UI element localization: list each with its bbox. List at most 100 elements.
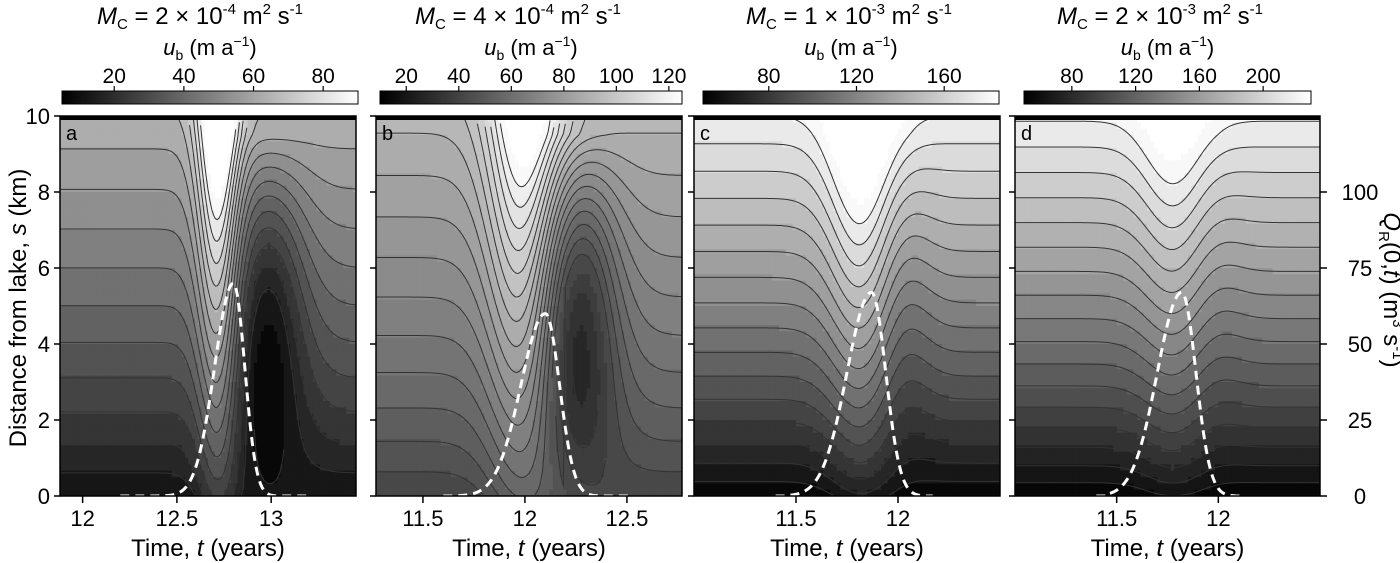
contour-line (476, 121, 574, 274)
panel-label: c (700, 123, 710, 145)
panel-label: a (66, 123, 78, 145)
colorbar-tick-label: 20 (103, 65, 126, 88)
discharge-pulse-line (775, 290, 933, 496)
contour-line (376, 149, 682, 348)
x-tick-label: 12.5 (606, 506, 649, 531)
colorbar-tick-label: 160 (1182, 65, 1217, 88)
contour-line (1015, 264, 1320, 315)
contour-line (484, 123, 566, 252)
colorbar (1023, 90, 1312, 105)
contour-line (376, 161, 682, 373)
contour-line (694, 191, 1000, 288)
colorbar-tick-label: 40 (172, 65, 195, 88)
y-tick-label: 4 (38, 332, 50, 357)
colorbar-tick-label: 60 (242, 65, 265, 88)
y-tick-label: 8 (38, 180, 50, 205)
heatmap-field-a (60, 116, 356, 496)
contour-line (1015, 401, 1320, 434)
contour-line (376, 185, 682, 426)
contour-line (177, 116, 261, 311)
top-strip (694, 116, 1000, 120)
contour-line (60, 152, 356, 359)
colorbar-tick-label: 120 (1118, 65, 1153, 88)
x-tick-label: 11.5 (1096, 506, 1137, 531)
colorbar-tick-label: 80 (1060, 65, 1083, 88)
right-y-tick-label: 50 (1348, 332, 1372, 357)
colorbar-label: ub (m a−1) (484, 33, 577, 63)
panel-title: MC = 4 × 10-4 m2 s-1 (415, 1, 621, 33)
contour-line (1015, 241, 1320, 293)
contour-line (1015, 464, 1320, 484)
contour-line (376, 173, 682, 400)
top-strip (376, 116, 682, 120)
heatmap-field-b (376, 116, 682, 496)
colorbar-tick-label: 120 (839, 65, 874, 88)
contour-line (572, 375, 589, 407)
contour-line (463, 116, 587, 298)
contour-line (60, 429, 356, 496)
top-strip (60, 116, 356, 120)
contour-line (1015, 333, 1320, 376)
contour-line (60, 289, 356, 496)
contour-line (60, 245, 356, 496)
right-y-tick-label: 100 (1342, 180, 1379, 205)
right-y-tick-label: 25 (1348, 408, 1372, 433)
x-tick-label: 12 (886, 506, 910, 531)
colorbar-tick-label: 40 (447, 65, 470, 88)
y-tick-label: 0 (38, 484, 50, 509)
contour-line (694, 280, 1000, 370)
contour-line (566, 409, 599, 449)
panel-title: MC = 1 × 10-3 m2 s-1 (746, 1, 952, 33)
contour-line (694, 380, 1000, 446)
heatmap-field-c (694, 116, 1000, 496)
contour-line (694, 213, 1000, 309)
contour-line (694, 304, 1000, 389)
contour-line (1015, 146, 1320, 207)
contour-line (499, 120, 551, 188)
plot-frame (59, 115, 357, 497)
contour-line (694, 407, 1000, 464)
colorbar-label: ub (m a−1) (804, 33, 897, 63)
contour-line (1015, 171, 1320, 229)
colorbar-tick-label: 200 (1246, 65, 1281, 88)
contour-line (1015, 287, 1320, 335)
contour-line (1015, 195, 1320, 251)
heatmap-field-d (1015, 116, 1320, 496)
panel-label: d (1021, 123, 1032, 145)
discharge-pulse-line (1096, 290, 1245, 496)
contour-line (192, 117, 244, 264)
right-y-axis-label: QR(0,t) (m3 s-1) (1375, 212, 1400, 367)
contour-line (60, 166, 356, 384)
plot-frame (1014, 115, 1321, 497)
contour-line (694, 257, 1000, 350)
plot-frame (375, 115, 683, 497)
contour-line (694, 235, 1000, 329)
x-axis-label: Time, t (years) (1091, 535, 1245, 562)
x-tick-label: 12 (70, 506, 94, 531)
colorbar-label: ub (m a−1) (1121, 33, 1214, 63)
y-tick-label: 6 (38, 256, 50, 281)
contour-line (490, 123, 561, 230)
colorbar-tick-label: 80 (757, 65, 780, 88)
contour-line (376, 223, 682, 496)
contour-line (376, 198, 682, 453)
contour-line (189, 124, 248, 287)
panel-d: d 11.5 12 Time, t (years) 80 120 160 200 ub (m a… (1009, 1, 1378, 562)
panel-a: a 12 12.5 13 0 2 4 6 8 10 Time, t (years) 20 40 60 80 u… (26, 1, 359, 562)
colorbar (61, 90, 359, 105)
contour-line (1015, 356, 1320, 396)
colorbar-tick-label: 160 (927, 65, 962, 88)
contour-line (376, 238, 682, 495)
contour-line (376, 132, 682, 322)
plot-frame (693, 115, 1001, 497)
contour-line (376, 253, 682, 495)
contour-line (60, 210, 356, 458)
panel-c: c 11.5 12 Time, t (years) 80 120 160 ub (m a−1)… (688, 1, 1001, 562)
contour-line (694, 433, 1000, 480)
x-tick-label: 12 (1206, 506, 1230, 531)
contour-line (60, 180, 356, 408)
x-tick-label: 13 (259, 506, 283, 531)
x-axis-label: Time, t (years) (131, 535, 285, 562)
colorbar-tick-label: 80 (552, 65, 575, 88)
